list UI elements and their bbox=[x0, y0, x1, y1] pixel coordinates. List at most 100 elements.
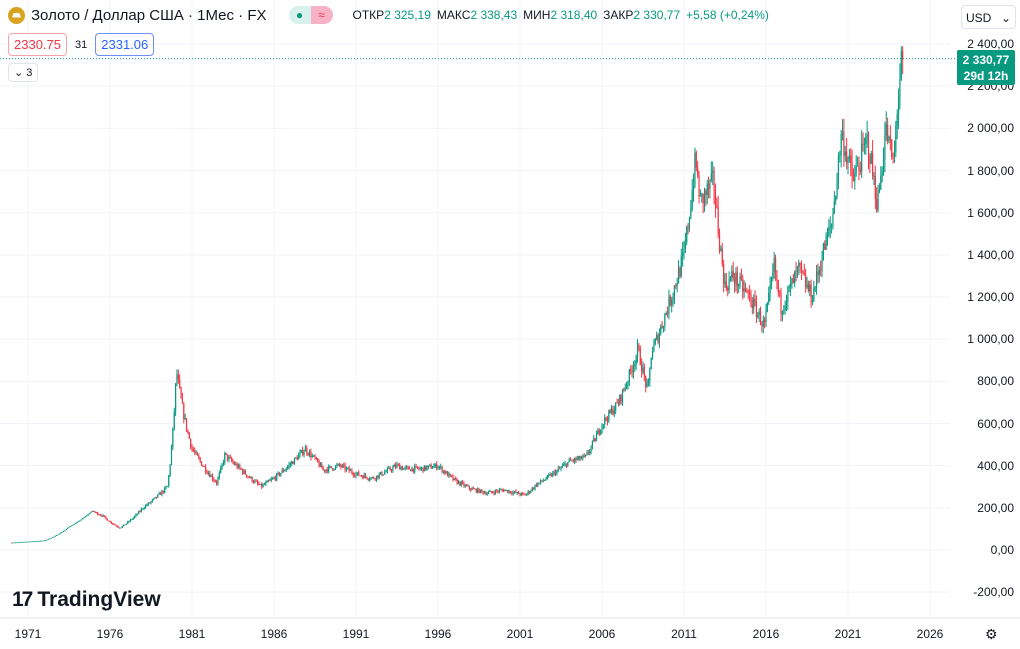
candle-body bbox=[639, 348, 641, 365]
candle-body bbox=[732, 271, 734, 278]
candle-body bbox=[296, 457, 298, 460]
candle-body bbox=[766, 302, 768, 312]
candle-body bbox=[466, 485, 468, 486]
candle-body bbox=[370, 477, 372, 480]
candle-body bbox=[593, 438, 595, 442]
price-tick: 400,00 bbox=[977, 458, 1014, 473]
candle-body bbox=[692, 185, 695, 191]
candle-body bbox=[254, 480, 256, 483]
candle-body bbox=[284, 470, 286, 472]
candle-body bbox=[240, 468, 242, 470]
candle-body bbox=[302, 450, 304, 455]
market-status[interactable]: ● ≈ bbox=[288, 6, 333, 24]
candle-body bbox=[27, 541, 29, 543]
candle-body bbox=[493, 492, 495, 494]
candle-body bbox=[53, 536, 55, 538]
buy-button[interactable]: 2331.06 bbox=[95, 33, 155, 56]
candle-body bbox=[817, 271, 819, 275]
candle-body bbox=[635, 356, 637, 365]
price-tick: 800,00 bbox=[977, 374, 1014, 389]
candle-body bbox=[36, 541, 39, 542]
candle-body bbox=[676, 283, 678, 287]
candle-body bbox=[498, 489, 501, 492]
candle-body bbox=[472, 488, 475, 490]
candle-body bbox=[697, 167, 699, 176]
candle-body bbox=[820, 270, 822, 271]
candle-body bbox=[512, 492, 514, 494]
candle-body bbox=[548, 475, 550, 476]
candle-body bbox=[554, 471, 557, 475]
candle-body bbox=[385, 471, 387, 473]
candle-body bbox=[364, 474, 367, 477]
candle-body bbox=[508, 491, 510, 493]
candle-body bbox=[144, 505, 147, 509]
candle-body bbox=[393, 465, 395, 468]
candle-body bbox=[765, 311, 767, 323]
candle-body bbox=[261, 484, 263, 488]
candle-body bbox=[155, 496, 158, 498]
candle-body bbox=[151, 499, 153, 502]
candle-body bbox=[105, 516, 107, 519]
candle-body bbox=[445, 471, 447, 474]
candle-body bbox=[222, 462, 225, 465]
candle-body bbox=[226, 454, 229, 460]
candle-body bbox=[244, 470, 246, 475]
candle-body bbox=[850, 155, 852, 164]
candle-body bbox=[779, 292, 781, 294]
candle-body bbox=[716, 205, 718, 208]
candle-body bbox=[516, 491, 518, 493]
candle-body bbox=[210, 475, 212, 477]
candle-body bbox=[712, 170, 714, 173]
candle-body bbox=[795, 271, 797, 273]
candle-body bbox=[82, 518, 84, 520]
candle-body bbox=[202, 465, 204, 467]
change: +5,58 (+0,24%) bbox=[686, 8, 769, 22]
candle-body bbox=[594, 438, 596, 441]
candle-body bbox=[578, 456, 580, 459]
candle-body bbox=[628, 369, 630, 383]
candle-body bbox=[613, 410, 615, 415]
candle-body bbox=[173, 411, 175, 428]
candle-body bbox=[826, 234, 829, 236]
sell-button[interactable]: 2330.75 bbox=[8, 33, 67, 56]
candle-body bbox=[815, 271, 818, 288]
candle-body bbox=[380, 472, 382, 475]
candle-body bbox=[533, 487, 535, 489]
currency-select[interactable]: USD ⌄ bbox=[961, 5, 1016, 29]
candle-body bbox=[605, 417, 607, 420]
symbol-title[interactable]: Золото / Доллар США · 1Мес · FX bbox=[31, 6, 267, 24]
candle-body bbox=[494, 490, 496, 494]
candle-body bbox=[705, 190, 707, 195]
candle-body bbox=[270, 479, 272, 481]
candle-body bbox=[269, 480, 271, 481]
candle-body bbox=[781, 310, 783, 314]
settings-icon[interactable]: ⚙ bbox=[985, 626, 998, 642]
candle-body bbox=[110, 521, 112, 524]
candle-body bbox=[651, 351, 654, 358]
candle-body bbox=[761, 324, 763, 327]
candle-body bbox=[836, 178, 838, 197]
candle-body bbox=[852, 176, 855, 182]
candle-body bbox=[534, 484, 536, 489]
candle-body bbox=[239, 465, 241, 469]
candle-body bbox=[411, 468, 413, 472]
candle-body bbox=[382, 474, 384, 476]
candle-body bbox=[243, 470, 245, 474]
candle-body bbox=[451, 475, 453, 477]
candle-body bbox=[339, 463, 341, 466]
tradingview-logo[interactable]: 17 TradingView bbox=[12, 588, 161, 611]
candle-body bbox=[699, 194, 701, 197]
candle-body bbox=[787, 287, 789, 302]
candle-body bbox=[796, 266, 799, 272]
candle-body bbox=[467, 485, 469, 487]
candle-body bbox=[550, 474, 553, 477]
candle-body bbox=[306, 447, 308, 454]
candle-body bbox=[430, 465, 432, 469]
candle-body bbox=[423, 465, 425, 472]
candle-body bbox=[556, 470, 558, 475]
candle-body bbox=[683, 248, 685, 253]
candle-body bbox=[295, 457, 297, 459]
indicators-toggle[interactable]: ⌄ 3 bbox=[8, 63, 39, 82]
candle-body bbox=[20, 542, 22, 543]
